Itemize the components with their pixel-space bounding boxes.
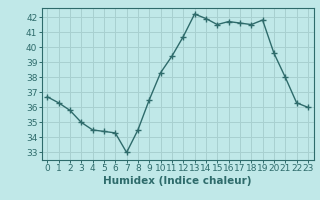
X-axis label: Humidex (Indice chaleur): Humidex (Indice chaleur) [103, 176, 252, 186]
